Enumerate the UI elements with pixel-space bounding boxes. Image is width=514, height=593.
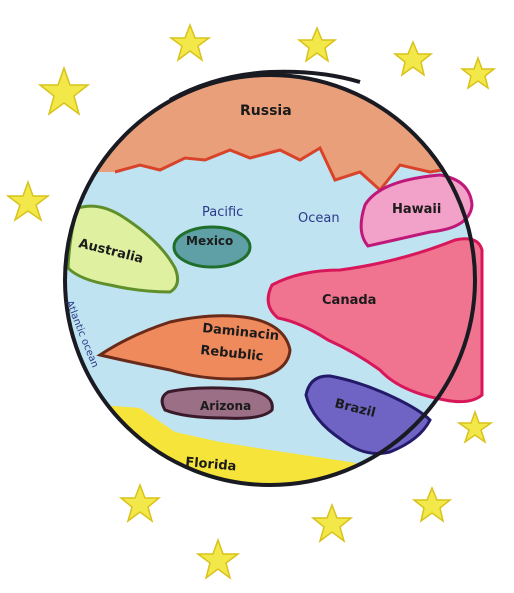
label-arizona: Arizona [200, 399, 251, 413]
region-arizona [160, 386, 274, 420]
label-dominican-line2: Rebublic [200, 343, 265, 365]
label-canada: Canada [322, 293, 376, 308]
star-icon [168, 22, 212, 62]
label-hawaii: Hawaii [392, 202, 441, 217]
star-icon [456, 409, 494, 444]
region-australia [66, 204, 180, 294]
label-mexico: Mexico [186, 234, 233, 248]
label-pacific: Pacific [202, 205, 243, 220]
star-icon [195, 537, 241, 580]
russia-border [114, 145, 456, 193]
globe-top-stroke [169, 69, 361, 102]
label-ocean: Ocean [298, 211, 340, 226]
region-florida [65, 405, 475, 485]
star-icon [392, 40, 434, 77]
label-florida: Florida [185, 455, 237, 474]
stars [5, 22, 497, 580]
star-icon [296, 26, 338, 63]
star-icon [5, 179, 51, 222]
region-brazil [304, 374, 432, 455]
region-mexico [172, 225, 252, 269]
globe: Russia Pacific Ocean Hawaii Australia Me… [63, 69, 484, 487]
star-icon [37, 65, 91, 116]
globe-outline [63, 73, 477, 487]
region-dominican-republic [96, 314, 292, 381]
star-icon [118, 482, 162, 523]
label-russia: Russia [240, 103, 292, 119]
star-icon [459, 55, 497, 90]
region-canada [266, 237, 484, 404]
star-icon [310, 502, 354, 543]
star-icon [411, 486, 453, 523]
